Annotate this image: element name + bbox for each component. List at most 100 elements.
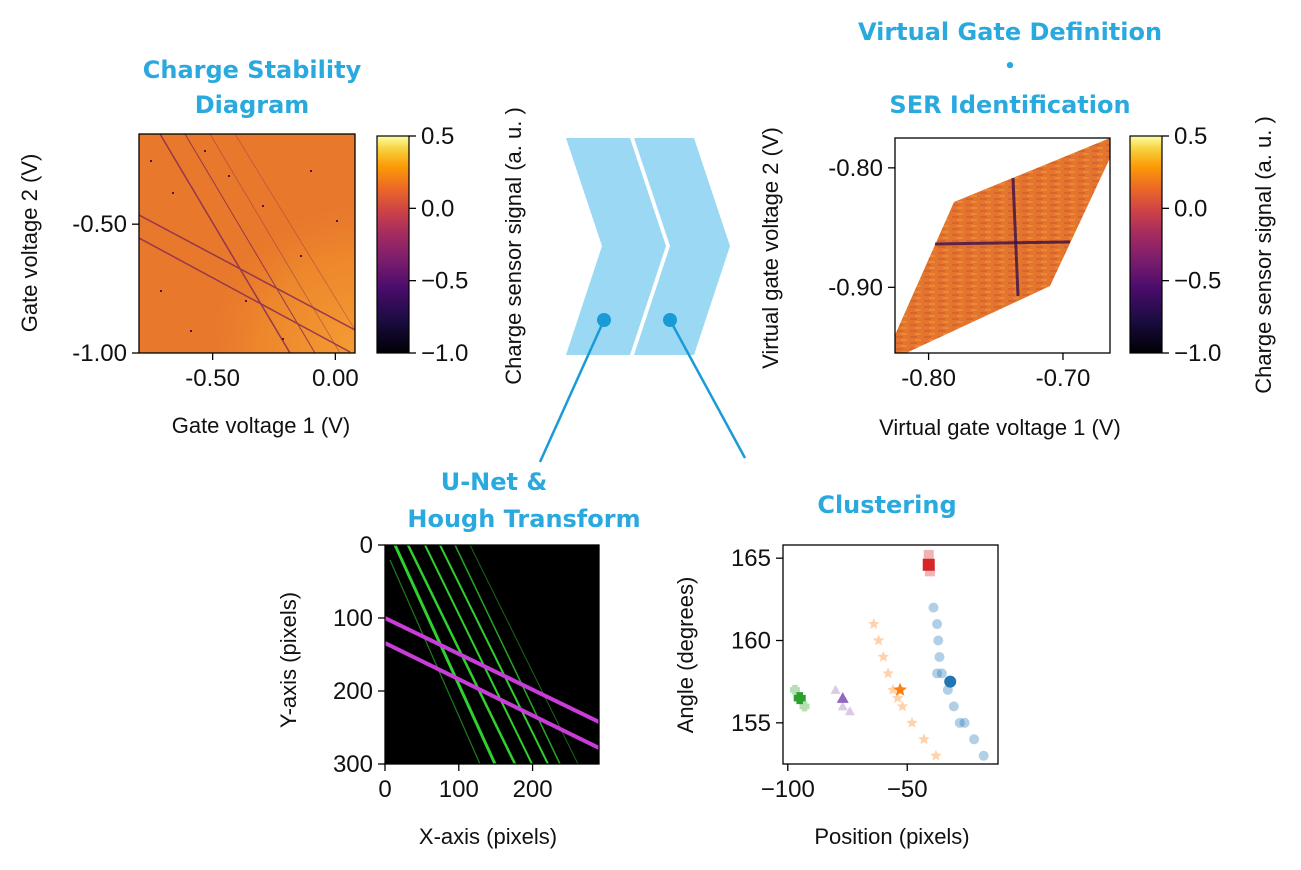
clustering-title: Clustering — [817, 491, 956, 519]
virtual-colorbar — [1129, 135, 1163, 354]
unet-title-line2: Hough Transform — [407, 505, 640, 533]
chevron-arrow-2 — [634, 138, 730, 355]
unet-xlabel: X-axis (pixels) — [419, 824, 557, 849]
colorbar-tick-label: 0.5 — [1174, 123, 1207, 150]
virtual-x-ticks: -0.80 -0.70 — [901, 353, 1090, 392]
y-tick-label: 155 — [731, 710, 771, 737]
x-tick-label: −100 — [761, 776, 815, 803]
x-tick-label: -0.50 — [185, 365, 240, 392]
transition-lines — [139, 134, 355, 353]
clustering-panel: −100 −50 165 160 155 Position (pixels) Angl… — [673, 544, 999, 849]
colorbar-tick-label: −1.0 — [421, 340, 468, 367]
cluster-point — [877, 651, 889, 662]
colorbar-tick-label: 0.5 — [421, 123, 454, 150]
y-tick-label: 200 — [333, 678, 373, 705]
stability-heatmap — [139, 134, 355, 353]
stability-ylabel: Gate voltage 2 (V) — [17, 154, 42, 333]
cluster-centroid — [836, 692, 849, 703]
stability-x-ticks: -0.50 0.00 — [185, 353, 359, 392]
x-tick-label: -0.70 — [1036, 365, 1091, 392]
virtual-panel: -0.80 -0.70 -0.80 -0.90 Virtual gate volta… — [758, 116, 1276, 440]
virtual-xlabel: Virtual gate voltage 1 (V) — [879, 415, 1121, 440]
y-tick-label: -1.00 — [72, 340, 127, 367]
stability-xlabel: Gate voltage 1 (V) — [172, 413, 351, 438]
cluster-point — [948, 701, 959, 712]
colorbar-tick-label: −0.5 — [1174, 268, 1221, 295]
unet-image — [385, 545, 599, 764]
y-tick-label: 165 — [731, 545, 771, 572]
unet-panel: 0 100 200 0 100 200 300 X-axis (pixels) Y-axi… — [276, 532, 600, 849]
unet-ylabel: Y-axis (pixels) — [276, 592, 301, 728]
stability-frame — [138, 133, 356, 354]
connector-dot-unet — [597, 313, 611, 327]
cluster-centroid — [944, 675, 957, 688]
cluster-centroid — [893, 682, 907, 696]
cluster-point — [896, 700, 909, 712]
y-tick-label: 0 — [360, 532, 373, 559]
stability-title-line2: Diagram — [195, 91, 310, 119]
cluster-point — [844, 706, 855, 716]
cluster-point — [933, 635, 944, 646]
clustering-frame — [782, 544, 999, 765]
cluster-point — [918, 733, 930, 745]
connector-line-unet — [538, 319, 606, 463]
stability-colorbar-ticks: 0.5 0.0 −0.5 −1.0 — [409, 123, 468, 367]
virtual-frame — [894, 137, 1111, 354]
cluster-point — [928, 602, 939, 613]
cluster-point — [969, 734, 980, 745]
x-tick-label: -0.80 — [901, 365, 956, 392]
clustering-x-ticks: −100 −50 — [761, 764, 928, 803]
virtual-ylabel: Virtual gate voltage 2 (V) — [758, 127, 783, 369]
connector-line-clustering — [668, 319, 747, 459]
cluster-point — [924, 566, 935, 577]
colorbar-tick-label: −1.0 — [1174, 340, 1221, 367]
y-tick-label: 160 — [731, 628, 771, 655]
cluster-point — [978, 750, 989, 761]
x-tick-label: −50 — [887, 776, 928, 803]
y-tick-label: -0.50 — [72, 211, 127, 238]
virtual-title-line1: Virtual Gate Definition — [858, 18, 1162, 46]
chevron-arrow-1 — [566, 138, 666, 355]
clustering-y-ticks: 165 160 155 — [731, 545, 783, 737]
cluster-point — [934, 651, 945, 662]
x-tick-label: 0 — [378, 776, 391, 803]
stability-colorbar — [376, 135, 410, 354]
cluster-point — [892, 692, 904, 703]
cluster-centroid — [922, 558, 935, 571]
stability-colorbar-label: Charge sensor signal (a. u. ) — [501, 107, 526, 385]
cluster-centroid — [793, 692, 806, 705]
x-tick-label: 0.00 — [312, 365, 359, 392]
y-tick-label: 300 — [333, 751, 373, 778]
connector-dot-clustering — [663, 313, 677, 327]
unet-frame — [384, 544, 600, 765]
unet-x-ticks: 0 100 200 — [378, 764, 553, 803]
clustering-points — [789, 549, 989, 761]
cluster-point — [837, 701, 848, 711]
unet-y-ticks: 0 100 200 300 — [333, 532, 385, 778]
stability-y-ticks: -0.50 -1.00 — [72, 211, 139, 367]
cluster-point — [906, 716, 918, 728]
colorbar-tick-label: −0.5 — [421, 268, 468, 295]
y-tick-label: -0.80 — [828, 155, 883, 182]
cluster-point — [830, 684, 841, 694]
virtual-title-line2: SER Identification — [889, 91, 1130, 119]
stability-title-line1: Charge Stability — [143, 56, 362, 84]
process-arrow — [566, 138, 730, 355]
cluster-point — [959, 717, 970, 728]
x-tick-label: 200 — [513, 776, 553, 803]
cluster-point — [932, 668, 943, 679]
virtual-transition-lines — [934, 177, 1071, 297]
unet-hough-lines — [385, 616, 599, 750]
cluster-point — [954, 717, 965, 728]
virtual-heatmap-region — [895, 138, 1110, 353]
cluster-point — [923, 549, 934, 560]
virtual-y-ticks: -0.80 -0.90 — [828, 155, 895, 301]
cluster-point — [872, 634, 885, 646]
cluster-point — [930, 749, 942, 761]
cluster-point — [868, 618, 880, 629]
connectors — [538, 313, 747, 463]
virtual-colorbar-ticks: 0.5 0.0 −0.5 −1.0 — [1162, 123, 1221, 367]
clustering-ylabel: Angle (degrees) — [673, 577, 698, 734]
virtual-colorbar-label: Charge sensor signal (a. u. ) — [1251, 116, 1276, 394]
